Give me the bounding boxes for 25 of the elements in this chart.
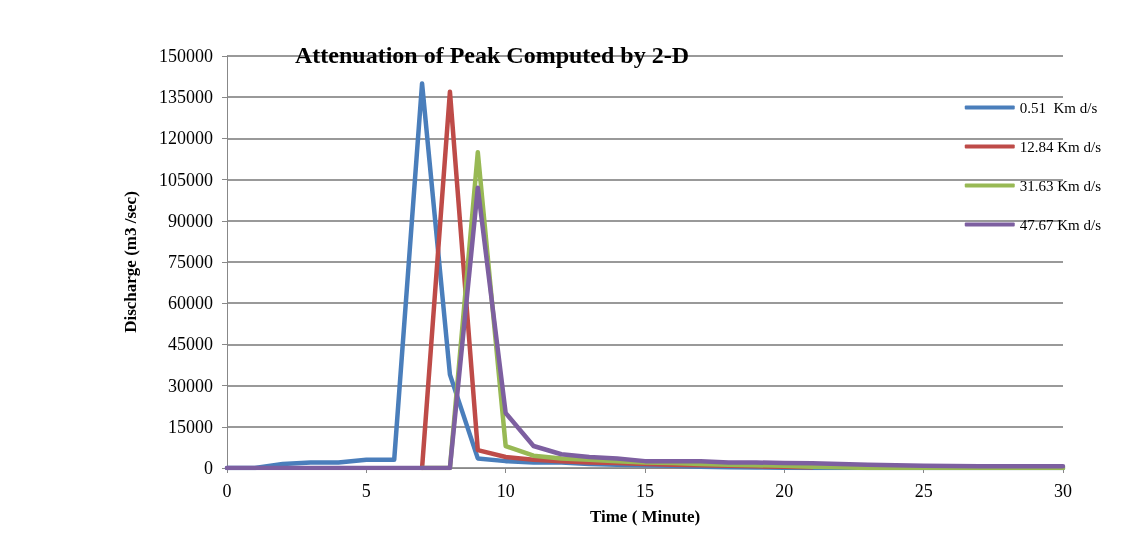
- y-tick-label: 90000: [168, 210, 213, 231]
- y-axis-title: Discharge (m3 /sec): [121, 191, 140, 333]
- legend-label: 0.51 Km d/s: [1019, 99, 1098, 116]
- y-tick-label: 15000: [168, 416, 213, 437]
- x-tick-label: 10: [496, 481, 515, 501]
- x-axis-title: Time ( Minute): [589, 507, 701, 526]
- y-tick-label: 105000: [159, 169, 213, 190]
- y-tick-label: 120000: [159, 128, 213, 149]
- x-tick-label: 15: [636, 481, 654, 501]
- legend-label: 12.84 Km d/s: [1019, 138, 1102, 155]
- y-tick-label: 75000: [168, 252, 213, 272]
- x-tick-label: 30: [1054, 481, 1072, 501]
- x-tick-label: 5: [361, 481, 371, 501]
- legend-label: 31.63 Km d/s: [1019, 177, 1102, 194]
- x-tick-label: 20: [775, 481, 794, 501]
- y-tick-label: 135000: [159, 87, 213, 108]
- y-tick-label: 60000: [168, 293, 213, 314]
- x-tick-label: 0: [222, 481, 232, 501]
- y-tick-label: 0: [204, 458, 213, 478]
- y-tick-label: 45000: [168, 334, 213, 355]
- x-tick-label: 25: [914, 481, 933, 501]
- y-tick-label: 30000: [168, 375, 213, 396]
- chart-title: Attenuation of Peak Computed by 2-D: [295, 42, 690, 68]
- y-tick-label: 150000: [159, 46, 213, 66]
- legend-label: 47.67 Km d/s: [1019, 216, 1102, 233]
